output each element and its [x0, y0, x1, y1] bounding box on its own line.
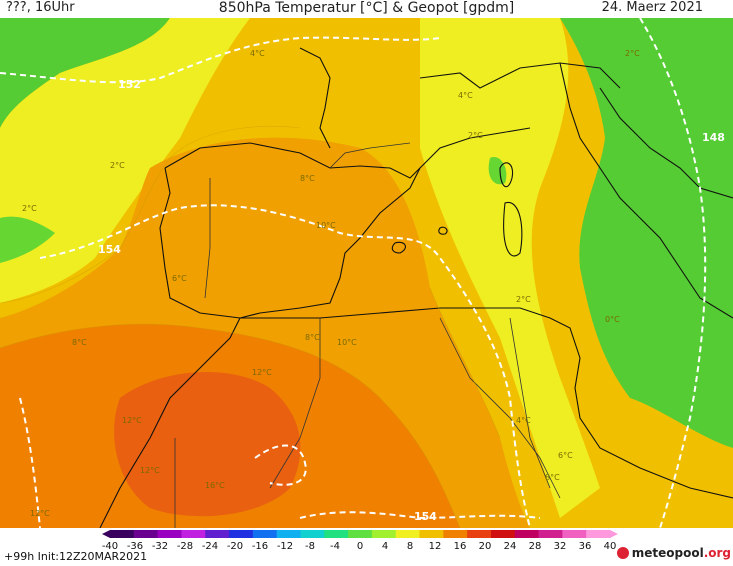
legend-cell	[586, 530, 611, 538]
temp-label: 12°C	[252, 368, 272, 377]
field-green-west	[0, 216, 55, 263]
temperature-map: 152 154 154 148 4°C 2°C 2°C 2°C 4°C 8°C …	[0, 18, 733, 528]
legend-cell	[395, 530, 421, 538]
legend-label: 12	[429, 541, 442, 552]
legend-label: -16	[252, 541, 268, 552]
temp-label: 16°C	[205, 481, 225, 490]
legend-label: -20	[227, 541, 243, 552]
legend-label: 24	[504, 541, 517, 552]
temp-label: 10°C	[316, 221, 336, 230]
legend-arrow-low	[102, 530, 110, 538]
legend-label: -12	[277, 541, 293, 552]
legend-label: -36	[127, 541, 143, 552]
legend-cell	[490, 530, 516, 538]
temp-label: 8°C	[72, 338, 87, 347]
legend-cell	[133, 530, 159, 538]
legend-cell	[419, 530, 444, 538]
temp-lines	[0, 126, 501, 528]
field-yellow-east	[420, 18, 600, 518]
legend-arrow-high	[610, 530, 618, 538]
temp-label: 8°C	[545, 473, 560, 482]
coastlines	[99, 47, 733, 528]
legend-cell	[538, 530, 563, 538]
field-green-sardinia	[488, 157, 507, 185]
legend-label: -32	[152, 541, 168, 552]
field-red-orange	[114, 371, 301, 517]
temp-label: 2°C	[110, 161, 125, 170]
temp-label: 12°C	[30, 509, 50, 518]
geopot-labels: 152 154 154 148	[98, 78, 725, 523]
temp-label: 8°C	[300, 174, 315, 183]
legend-cell	[276, 530, 301, 538]
legend-cell	[181, 530, 206, 538]
legend-cell	[252, 530, 278, 538]
legend-cells	[102, 530, 618, 538]
geopot-label: 154	[98, 243, 121, 256]
legend-label: -4	[330, 541, 340, 552]
legend-label: 16	[454, 541, 467, 552]
logo-icon	[616, 547, 629, 559]
legend-cell	[348, 530, 373, 538]
legend-cell	[300, 530, 325, 538]
legend-label: 20	[479, 541, 492, 552]
field-yellow-west	[0, 18, 250, 303]
legend-label: -24	[202, 541, 218, 552]
brand-name: meteopool	[631, 546, 704, 560]
temp-label: 12°C	[122, 416, 142, 425]
temp-label: 4°C	[516, 416, 531, 425]
geopot-label: 154	[414, 510, 437, 523]
legend-cell	[324, 530, 349, 538]
legend-cell	[562, 530, 587, 538]
temp-label: 2°C	[625, 49, 640, 58]
forecast-date: 24. Maerz 2021	[601, 0, 703, 15]
temp-label: 6°C	[558, 451, 573, 460]
legend-cell	[205, 530, 230, 538]
brand-logo[interactable]: meteopool .org	[616, 546, 731, 560]
field-green-nw	[0, 18, 170, 128]
borders	[174, 142, 561, 528]
temp-label: 12°C	[140, 466, 160, 475]
legend-cell	[514, 530, 540, 538]
temp-label: 0°C	[605, 315, 620, 324]
legend-label: -28	[177, 541, 193, 552]
legend-cell	[443, 530, 468, 538]
legend-label: 8	[407, 541, 413, 552]
geopot-label: 148	[702, 131, 725, 144]
legend-label: 28	[529, 541, 542, 552]
color-scale-legend: -40 -36 -32 -28 -24 -20 -16 -12 -8 -4 0 4 8 12 16 20 24 2…	[102, 530, 618, 552]
temp-label: 2°C	[516, 295, 531, 304]
temp-label: 2°C	[22, 204, 37, 213]
geopot-label: 152	[118, 78, 141, 91]
temp-label: 2°C	[468, 131, 483, 140]
legend-label: 40	[604, 541, 617, 552]
geopot-lines	[0, 18, 707, 528]
chart-title: 850hPa Temperatur [°C] & Geopot [gpdm]	[218, 0, 515, 16]
legend-labels: -40 -36 -32 -28 -24 -20 -16 -12 -8 -4 0 4 8 12 16 20 24 2…	[102, 541, 617, 552]
brand-tld: .org	[703, 546, 731, 560]
legend-cell	[229, 530, 254, 538]
legend-cell	[110, 530, 135, 538]
temp-label: 6°C	[172, 274, 187, 283]
temp-label: 10°C	[337, 338, 357, 347]
legend-label: 32	[554, 541, 567, 552]
legend-cell	[467, 530, 492, 538]
forecast-time: ???, 16Uhr	[6, 0, 75, 15]
legend-cell	[157, 530, 182, 538]
temp-label: 4°C	[458, 91, 473, 100]
field-green-east	[560, 18, 733, 448]
legend-label: -40	[102, 541, 118, 552]
legend-cell	[371, 530, 397, 538]
temp-label: 4°C	[250, 49, 265, 58]
legend-label: 36	[579, 541, 592, 552]
legend-label: 0	[357, 541, 363, 552]
model-run: +99h Init:12Z20MAR2021	[4, 550, 148, 563]
temp-labels: 4°C 2°C 2°C 2°C 4°C 8°C 2°C 10°C 6°C 10°…	[22, 49, 640, 518]
temp-label: 8°C	[305, 333, 320, 342]
legend-label: 4	[382, 541, 388, 552]
legend-label: -8	[305, 541, 315, 552]
